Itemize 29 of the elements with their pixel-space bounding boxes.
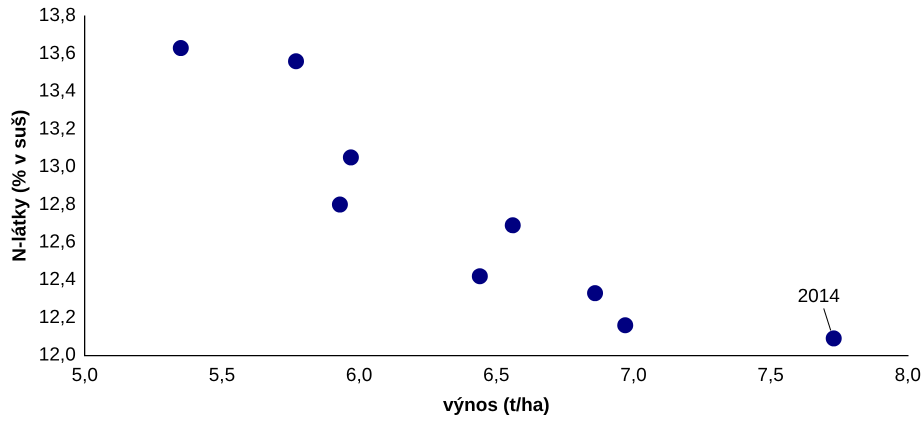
y-tick-label: 12,0 <box>38 344 76 366</box>
x-axis-title: výnos (t/ha) <box>442 394 550 416</box>
y-tick-label: 12,6 <box>38 232 76 252</box>
y-tick-label: 13,4 <box>38 80 76 102</box>
annotation: 2014 <box>798 286 840 308</box>
x-tick-label: 8,0 <box>894 365 922 386</box>
point <box>288 53 304 70</box>
point <box>826 330 842 346</box>
y-axis-title: N-látky (% v suš) <box>10 110 31 262</box>
point <box>504 217 521 234</box>
y-tick-label: 13,2 <box>38 118 76 140</box>
x-tick-label: 5,5 <box>208 365 236 386</box>
x-tick-label: 7,0 <box>620 365 647 386</box>
point <box>172 40 189 56</box>
point <box>342 149 359 166</box>
y-tick-label: 12,4 <box>38 269 76 290</box>
y-tick-label: 12,2 <box>38 306 76 328</box>
x-tick-label: 6,0 <box>346 365 372 386</box>
x-tick-label: 7,5 <box>757 365 784 386</box>
y-tick-label: 13,6 <box>38 42 76 64</box>
x-tick-label: 6,5 <box>483 365 510 386</box>
point <box>332 196 348 213</box>
y-tick-label: 13,0 <box>38 156 76 178</box>
y-tick-label: 13,8 <box>38 5 76 26</box>
x-tick-label: 5,0 <box>72 365 98 386</box>
point <box>587 285 604 302</box>
y-tick-label: 12,8 <box>38 194 76 215</box>
point <box>617 317 634 334</box>
point <box>472 268 488 284</box>
